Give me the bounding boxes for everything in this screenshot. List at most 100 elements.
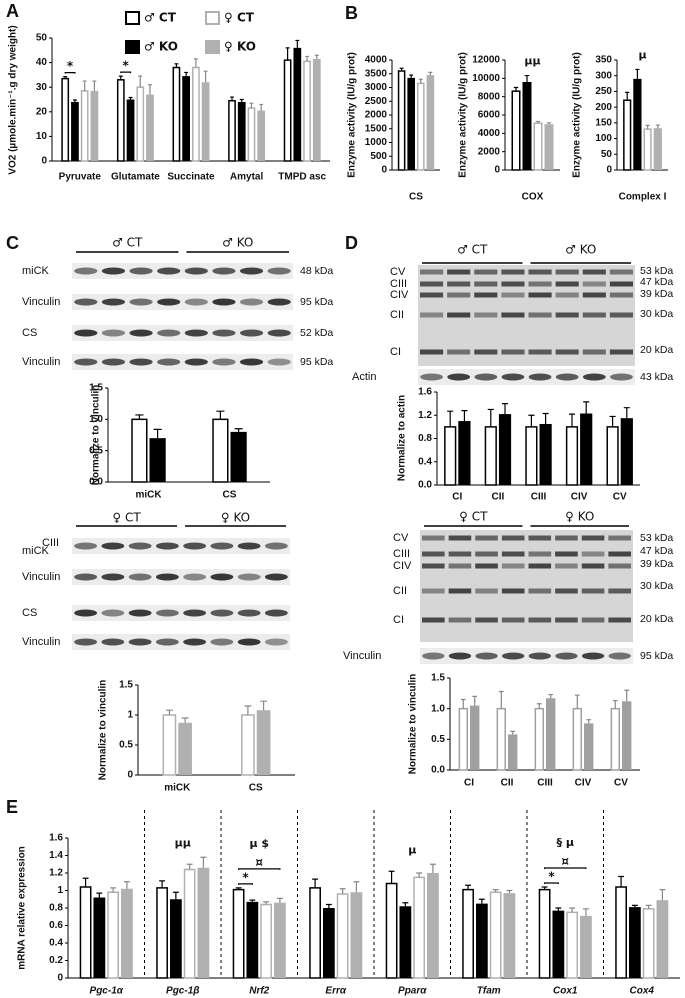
blot-band xyxy=(267,329,291,337)
blot-band xyxy=(475,617,498,623)
error-bar xyxy=(339,888,346,894)
blot-band xyxy=(610,373,633,381)
blot-band xyxy=(474,349,498,355)
blot-band xyxy=(501,617,525,623)
y-tick-label: 40 xyxy=(36,57,48,68)
y-tick-label: 1.6 xyxy=(49,833,63,844)
blot-band xyxy=(239,358,264,366)
error-bar xyxy=(506,889,513,894)
x-tick-label: CS xyxy=(223,490,237,501)
kda-label: 53 kDa xyxy=(640,532,673,544)
bar xyxy=(417,82,425,171)
bar xyxy=(309,887,321,979)
y-tick-label: 8000 xyxy=(478,91,501,102)
blot-band xyxy=(447,312,471,318)
annotation: μμ xyxy=(175,836,191,849)
blot-band xyxy=(264,573,288,581)
blot-band xyxy=(129,267,153,275)
bar xyxy=(79,886,92,979)
error-bar xyxy=(118,75,123,80)
blot-band xyxy=(474,269,498,275)
annotation: ¤ xyxy=(561,855,569,869)
bar xyxy=(622,701,632,770)
y-tick-label: 3000 xyxy=(365,82,388,93)
blot-band xyxy=(101,329,126,337)
blot-band xyxy=(237,573,261,581)
y-tick-label: 1.0 xyxy=(431,703,445,714)
blot-band xyxy=(582,269,606,275)
bar xyxy=(80,90,89,162)
bar xyxy=(312,58,321,161)
group-label: ♂ KO xyxy=(565,243,596,257)
blot-band xyxy=(555,617,578,623)
error-bar xyxy=(82,80,87,91)
error-bar xyxy=(492,889,499,893)
y-axis-title: Normalize to vinculin xyxy=(91,385,102,486)
bar xyxy=(228,99,236,162)
bar xyxy=(399,906,412,978)
y-tick-label: 0 xyxy=(57,973,63,984)
blot-band xyxy=(609,281,633,287)
y-tick-label: 200 xyxy=(595,102,612,113)
strip-label: miCK xyxy=(22,545,50,557)
legend-swatch xyxy=(125,11,140,25)
blot-band xyxy=(581,652,605,660)
y-axis-title: Normalize to vinculin xyxy=(408,674,419,775)
y-axis-title: Enzyme activity (IU/g prot) xyxy=(572,52,583,178)
error-bar xyxy=(402,902,409,907)
bar xyxy=(565,426,579,486)
blot-band xyxy=(528,269,552,275)
error-bar xyxy=(586,719,592,724)
band-label: CI xyxy=(393,614,404,626)
blot-band xyxy=(528,281,552,287)
panel-label: C xyxy=(6,233,19,253)
error-bar xyxy=(82,877,89,887)
blot-band xyxy=(474,292,498,298)
error-bar xyxy=(478,898,485,904)
blot-band xyxy=(183,573,207,581)
blot-band xyxy=(264,638,288,646)
y-tick-label: 1.4 xyxy=(49,850,63,861)
blot-band xyxy=(129,298,153,306)
x-tick-label: Tfam xyxy=(477,986,501,997)
bar xyxy=(212,418,229,483)
x-tick-label: Pparα xyxy=(398,986,427,997)
blot-band xyxy=(74,329,98,337)
bar xyxy=(293,47,302,162)
bar xyxy=(533,122,543,171)
blot-band xyxy=(581,588,605,594)
annotation: μ $ xyxy=(249,837,269,850)
error-bar xyxy=(569,907,576,913)
kda-label: 39 kDa xyxy=(640,288,673,300)
bar xyxy=(633,78,642,170)
blot-band xyxy=(581,535,605,541)
error-bar xyxy=(535,120,541,124)
blot-band xyxy=(448,652,472,660)
y-tick-label: 250 xyxy=(595,86,612,97)
blot-band xyxy=(74,358,98,366)
bar xyxy=(149,438,166,482)
bar xyxy=(121,888,133,978)
bar xyxy=(427,873,439,978)
blot-band xyxy=(183,609,207,617)
panel-label: B xyxy=(345,3,358,23)
kda-label: 95 kDa xyxy=(640,650,673,662)
blot-strip xyxy=(72,325,293,341)
error-bar xyxy=(184,71,189,77)
error-bar xyxy=(249,899,256,902)
error-bar xyxy=(612,700,618,709)
panel-label: D xyxy=(345,233,358,253)
blot-band xyxy=(101,298,126,306)
blot-strip xyxy=(418,369,635,385)
y-tick-label: 0.5 xyxy=(431,734,445,745)
y-tick-label: 1.5 xyxy=(89,383,103,394)
error-bar xyxy=(623,407,630,419)
blot-band xyxy=(608,563,631,569)
x-tick-label: CIV xyxy=(571,492,588,503)
error-bar xyxy=(609,415,616,427)
blot-band xyxy=(474,281,498,287)
error-bar xyxy=(645,904,652,909)
y-tick-label: 350 xyxy=(595,55,612,66)
